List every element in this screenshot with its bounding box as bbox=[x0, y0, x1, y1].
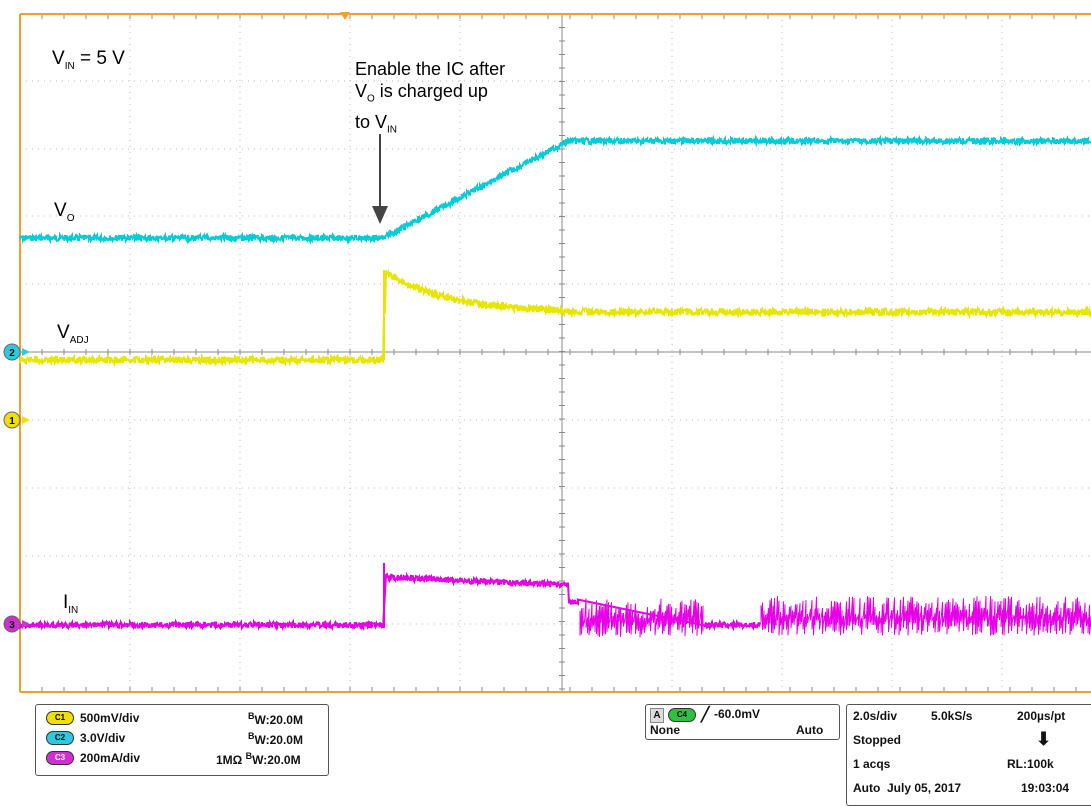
trigger-source-badge: C4 bbox=[668, 708, 696, 722]
vadj-label: VADJ bbox=[57, 322, 89, 346]
channel-1-marker-label: 1 bbox=[9, 416, 15, 427]
trigger-coupling: None bbox=[650, 723, 680, 737]
status-bar: C1 500mV/div C2 3.0V/div C3 200mA/div BW… bbox=[20, 696, 1091, 806]
capture-date: July 05, 2017 bbox=[887, 781, 962, 795]
iin-label: IIN bbox=[63, 592, 79, 616]
record-length: RL:100k bbox=[1007, 757, 1054, 771]
arrowhead-icon bbox=[372, 206, 388, 224]
acquisition-state: Stopped bbox=[853, 733, 901, 747]
channel-3-marker-label: 3 bbox=[9, 620, 15, 631]
channel-2-row[interactable]: C2 3.0V/div bbox=[46, 729, 125, 747]
arrow-down-icon: ⬇ bbox=[1036, 729, 1052, 749]
capture-time: 19:03:04 bbox=[1021, 781, 1070, 795]
channel-2-scale: 3.0V/div bbox=[80, 731, 126, 745]
channel-settings-panel[interactable]: C1 500mV/div C2 3.0V/div C3 200mA/div BW… bbox=[35, 704, 329, 776]
trigger-position-marker bbox=[340, 12, 350, 20]
acquisition-count: 1 acqs bbox=[853, 757, 891, 771]
iin-burst-2 bbox=[760, 595, 1091, 636]
iin-trace bbox=[19, 571, 761, 632]
iin-burst-1 bbox=[579, 598, 704, 638]
vadj-trace bbox=[19, 268, 1091, 368]
channel-1-bandwidth: BW:20.0M bbox=[248, 711, 303, 727]
rising-edge-icon: ╱ bbox=[701, 706, 710, 722]
channel-3-badge: C3 bbox=[46, 751, 74, 765]
channel-1-scale: 500mV/div bbox=[80, 711, 140, 725]
channel-1-badge: C1 bbox=[46, 711, 74, 725]
enable-note: Enable the IC after VO is charged up to … bbox=[355, 59, 506, 136]
time-per-div: 2.0s/div bbox=[853, 709, 898, 723]
channel-2-marker-label: 2 bbox=[9, 348, 15, 359]
vo-trace bbox=[19, 134, 1091, 245]
trigger-mode-letter: A bbox=[650, 708, 664, 723]
point-interval: 200µs/pt bbox=[1017, 709, 1066, 723]
channel-2-bandwidth: BW:20.0M bbox=[248, 731, 303, 747]
channel-3-marker-pointer bbox=[22, 620, 30, 628]
trigger-level: -60.0mV bbox=[714, 707, 761, 721]
vin-annotation: VIN = 5 V bbox=[52, 48, 125, 72]
scope-screen: 2 1 3 bbox=[3, 12, 1091, 693]
channel-2-marker bbox=[3, 343, 21, 361]
sample-rate: 5.0kS/s bbox=[931, 709, 973, 723]
channel-1-marker-pointer bbox=[22, 416, 30, 424]
acquisition-mode: Auto bbox=[853, 781, 881, 795]
waveform-traces bbox=[19, 134, 1091, 638]
graticule bbox=[19, 13, 1091, 693]
vo-label: VO bbox=[54, 200, 75, 224]
channel-3-row[interactable]: C3 200mA/div bbox=[46, 749, 140, 767]
channel-2-badge: C2 bbox=[46, 731, 74, 745]
trigger-sweep: Auto bbox=[796, 723, 824, 737]
channel-2-marker-pointer bbox=[22, 348, 30, 356]
channel-3-bandwidth: 1MΩ BW:20.0M bbox=[216, 751, 301, 767]
channel-1-row[interactable]: C1 500mV/div bbox=[46, 709, 139, 727]
channel-3-marker bbox=[3, 615, 21, 633]
timebase-panel[interactable]: 2.0s/div 5.0kS/s 200µs/pt Stopped ⬇ 1 ac… bbox=[846, 704, 1091, 806]
channel-3-scale: 200mA/div bbox=[80, 751, 141, 765]
channel-1-marker bbox=[3, 411, 21, 429]
trigger-panel[interactable]: A C4 ╱ -60.0mV None Auto bbox=[645, 704, 840, 740]
